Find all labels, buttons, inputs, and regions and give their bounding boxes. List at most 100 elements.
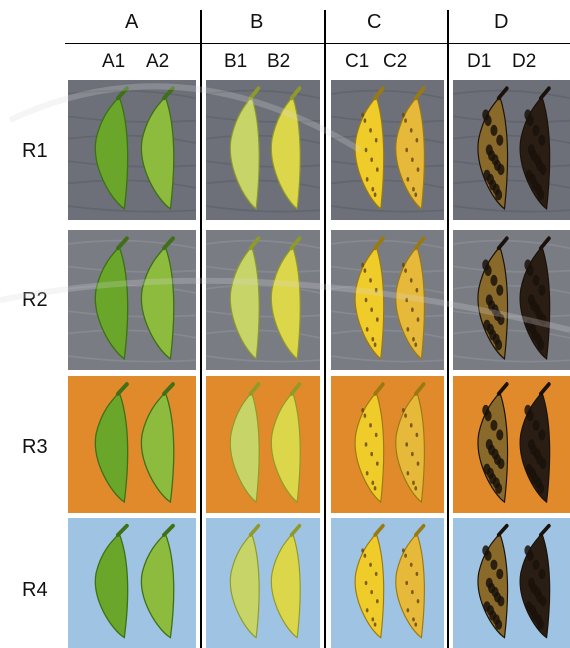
banana-stem	[248, 86, 261, 101]
banana-spot	[361, 112, 364, 118]
banana-stem	[162, 86, 175, 101]
banana-stem	[538, 523, 551, 537]
sub-header-b1: B1	[224, 51, 248, 72]
banana-spot	[525, 319, 533, 331]
sub-header-a2: A2	[146, 51, 170, 72]
banana-spot	[375, 317, 379, 322]
banana-spot	[369, 562, 372, 567]
banana-spot	[405, 442, 409, 447]
photo-r2-d	[453, 230, 570, 370]
banana-spot	[531, 329, 539, 341]
banana-spot	[375, 167, 379, 172]
banana-spot	[526, 550, 534, 561]
banana-spot	[537, 189, 545, 201]
banana-spot	[370, 590, 374, 595]
banana-spot	[496, 134, 504, 146]
sub-header-d1: D1	[467, 51, 492, 72]
banana-stem	[538, 236, 551, 251]
banana-spot	[412, 186, 415, 192]
banana-spot	[371, 617, 375, 622]
banana-spot	[415, 432, 419, 438]
banana-spot	[484, 410, 492, 422]
banana-spot	[531, 473, 539, 485]
banana-spot	[409, 562, 413, 567]
banana-spot	[496, 568, 504, 580]
photo-r1-a	[68, 80, 196, 220]
banana-spot	[409, 128, 413, 133]
banana-spot	[489, 329, 497, 341]
banana-left	[229, 95, 260, 210]
banana-spot	[493, 454, 501, 466]
banana-spot	[489, 610, 497, 621]
banana-spot	[405, 580, 409, 586]
banana-stem	[116, 236, 129, 251]
banana-spot	[371, 336, 375, 342]
photo-r2-a	[68, 230, 196, 370]
banana-spot	[488, 444, 496, 456]
banana-spot	[415, 571, 419, 576]
banana-spot	[373, 342, 377, 348]
banana-spot	[525, 169, 533, 181]
column-header-a: A	[125, 11, 139, 33]
banana-spot	[412, 480, 415, 486]
banana-spot	[406, 471, 410, 476]
banana-spot	[416, 317, 420, 322]
banana-spot	[401, 548, 405, 553]
row-label-r1: R1	[22, 140, 48, 162]
banana-spot	[375, 461, 379, 466]
banana-stem	[373, 236, 385, 251]
banana-stem	[496, 86, 509, 101]
banana-spot	[411, 307, 414, 313]
banana-stem	[496, 236, 509, 251]
banana-spot	[530, 300, 538, 312]
row-label-r4: R4	[22, 579, 48, 601]
banana-spot	[365, 327, 369, 332]
photo-r3-b	[206, 376, 320, 513]
banana-stem	[496, 382, 509, 396]
banana-spot	[404, 268, 407, 273]
banana-spot	[370, 307, 374, 313]
banana-spot	[536, 159, 544, 171]
banana-spot	[404, 413, 407, 418]
photo-r3-c	[331, 376, 444, 513]
photo-r1-b	[206, 80, 320, 220]
sub-header-d2: D2	[512, 51, 537, 72]
header-divider	[65, 43, 570, 44]
banana-spot	[364, 297, 368, 303]
banana-left	[94, 95, 129, 210]
banana-spot	[495, 339, 503, 351]
banana-spot	[415, 287, 419, 293]
banana-spot	[531, 610, 539, 621]
banana-spot	[361, 262, 364, 268]
banana-spot	[488, 300, 496, 312]
banana-spot	[406, 327, 410, 332]
banana-stem	[373, 523, 385, 537]
banana-spot	[409, 278, 413, 283]
banana-right	[140, 245, 175, 360]
banana-spot	[530, 150, 538, 162]
banana-spot	[483, 169, 491, 181]
photo-r2-c	[331, 230, 444, 370]
banana-spot	[363, 268, 367, 273]
banana-left	[229, 532, 260, 639]
banana-stem	[414, 236, 426, 251]
banana-stem	[538, 86, 551, 101]
banana-stem	[414, 86, 426, 101]
banana-spot	[526, 115, 534, 127]
banana-spot	[484, 265, 492, 277]
banana-stem	[248, 236, 261, 251]
banana-spot	[404, 553, 407, 558]
banana-stem	[248, 523, 261, 537]
banana-spot	[493, 592, 501, 603]
column-divider-ab	[200, 10, 202, 648]
banana-spot	[536, 309, 544, 321]
banana-spot	[483, 601, 491, 612]
photo-r4-c	[331, 518, 444, 648]
banana-spot	[405, 297, 409, 303]
banana-spot	[369, 423, 372, 428]
banana-spot	[525, 463, 533, 475]
banana-left	[229, 391, 260, 504]
banana-spot	[525, 601, 533, 612]
row-label-r3: R3	[22, 436, 48, 458]
banana-spot	[526, 265, 534, 277]
